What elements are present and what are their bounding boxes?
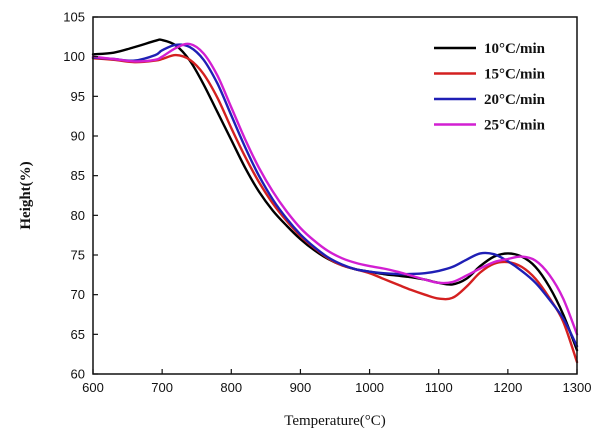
y-tick-label: 95 [71,89,85,104]
legend-label: 10°C/min [484,41,546,57]
x-axis-ticks: 600 700 800 900 1000 1100 1200 1300 [82,369,591,395]
x-tick-label: 700 [151,380,173,395]
series-layer [91,38,579,364]
x-tick-label: 800 [220,380,242,395]
legend-label: 20°C/min [484,92,546,108]
series-line-2 [91,43,579,348]
y-tick-label: 85 [71,168,85,183]
y-tick-label: 105 [63,10,85,25]
x-tick-label: 600 [82,380,104,395]
x-axis-title: Temperature(°C) [284,413,386,429]
legend: 10°C/min 15°C/min 20°C/min 25°C/min [434,41,546,134]
x-tick-label: 1200 [493,380,522,395]
x-tick-label: 1300 [563,380,592,395]
x-tick-label: 900 [290,380,312,395]
x-tick-label: 1100 [425,380,453,395]
series-line-3 [91,42,579,336]
y-tick-label: 70 [71,287,85,302]
y-tick-label: 60 [71,367,85,382]
y-tick-label: 90 [71,129,85,144]
y-axis-title: Height(%) [18,161,34,229]
plot-frame [92,16,578,375]
y-axis-ticks: 60 65 70 75 80 85 90 95 100 105 [63,10,98,382]
y-tick-label: 75 [71,248,85,263]
y-tick-label: 100 [63,49,85,64]
legend-label: 25°C/min [484,118,546,134]
y-tick-label: 80 [71,208,85,223]
y-tick-label: 65 [71,327,85,342]
legend-label: 15°C/min [484,67,546,83]
x-tick-label: 1000 [355,380,384,395]
